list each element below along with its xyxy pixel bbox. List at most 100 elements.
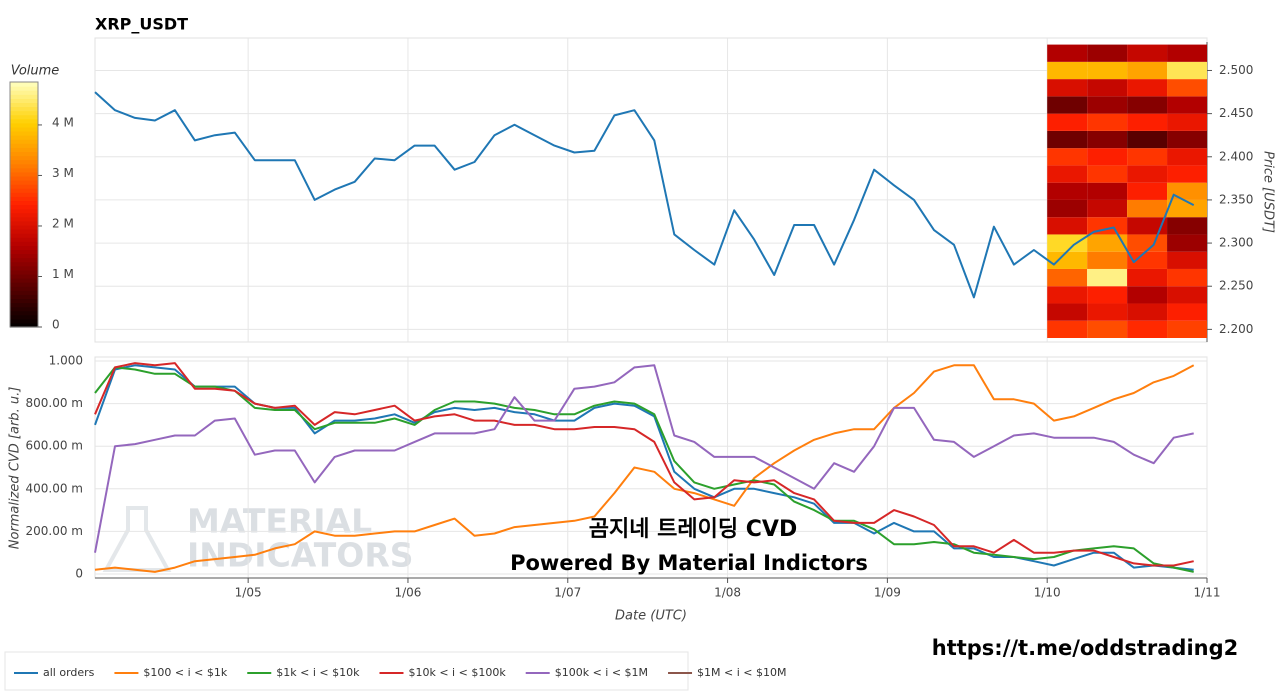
colorbar-tick-label: 2 M xyxy=(52,216,74,230)
heatmap-cell xyxy=(1087,148,1128,166)
heatmap-cell xyxy=(1047,286,1088,304)
colorbar-step xyxy=(10,269,38,275)
heatmap-cell xyxy=(1167,165,1207,183)
colorbar-step xyxy=(10,282,38,287)
y-tick-label: 1.000 xyxy=(49,354,83,368)
link-text[interactable]: https://t.me/oddstrading2 xyxy=(932,636,1239,660)
colorbar-step xyxy=(10,261,38,267)
legend-label: $10k < i < $100k xyxy=(408,666,506,679)
y-tick-label: 400.00 m xyxy=(26,481,84,495)
heatmap-cell xyxy=(1167,217,1207,235)
colorbar-step xyxy=(10,302,38,308)
y-tick-label: 800.00 m xyxy=(26,396,84,410)
colorbar-step xyxy=(10,216,38,222)
colorbar-step xyxy=(10,265,38,271)
colorbar-step xyxy=(10,257,38,263)
colorbar-step xyxy=(10,286,38,291)
colorbar-step xyxy=(10,278,38,283)
colorbar-step xyxy=(10,322,38,328)
colorbar-step xyxy=(10,233,38,238)
y-tick-label: 2.500 xyxy=(1219,63,1253,77)
heatmap-cell xyxy=(1167,303,1207,321)
heatmap-cell xyxy=(1047,268,1088,287)
heatmap-cell xyxy=(1047,303,1088,321)
x-tick-label: 1/07 xyxy=(554,586,581,600)
legend-box xyxy=(4,651,689,691)
colorbar-step xyxy=(10,200,38,206)
colorbar-step xyxy=(10,310,38,316)
heatmap-cell xyxy=(1127,251,1168,269)
heatmap-cell xyxy=(1087,320,1128,338)
colorbar-step xyxy=(10,118,38,124)
heatmap-cell xyxy=(1047,130,1088,149)
series-line xyxy=(94,362,1194,567)
heatmap-cell xyxy=(1047,320,1088,338)
colorbar-step xyxy=(10,139,38,144)
legend-label: $1k < i < $10k xyxy=(276,666,360,679)
colorbar-step xyxy=(10,237,38,242)
heatmap-cell xyxy=(1087,61,1128,80)
colorbar-step xyxy=(10,94,38,99)
colorbar-step xyxy=(10,318,38,324)
colorbar-step xyxy=(10,90,38,95)
x-tick-label: 1/05 xyxy=(235,586,262,600)
x-axis-title: Date (UTC) xyxy=(615,609,687,624)
y-tick-label: 2.250 xyxy=(1219,279,1253,293)
heatmap-cell xyxy=(1087,113,1128,131)
heatmap-cell xyxy=(1047,234,1088,252)
colorbar-step xyxy=(10,147,38,153)
colorbar-step xyxy=(10,196,38,202)
heatmap-cell xyxy=(1127,113,1168,131)
colorbar-tick-label: 0 xyxy=(52,318,60,332)
y-tick-label: 2.400 xyxy=(1219,149,1253,163)
heatmap-cell xyxy=(1167,199,1207,218)
heatmap-cell xyxy=(1087,286,1128,304)
colorbar-step xyxy=(10,249,38,255)
heatmap-cell xyxy=(1127,182,1168,200)
heatmap-cell xyxy=(1127,286,1168,304)
watermark-text: MATERIAL xyxy=(187,502,372,541)
heatmap-cell xyxy=(1127,199,1168,218)
colorbar-step xyxy=(10,220,38,226)
heatmap-cell xyxy=(1167,286,1207,304)
colorbar-step xyxy=(10,273,38,279)
heatmap-cell xyxy=(1127,61,1168,80)
y-tick-label: 0 xyxy=(75,567,83,581)
legend-label: $1M < i < $10M xyxy=(697,666,786,679)
heatmap-cell xyxy=(1127,165,1168,183)
heatmap-cell xyxy=(1087,130,1128,149)
colorbar-step xyxy=(10,126,38,132)
colorbar-step xyxy=(10,306,38,312)
heatmap-cell xyxy=(1087,199,1128,218)
colorbar-step xyxy=(10,192,38,197)
colorbar-step xyxy=(10,188,38,193)
heatmap-cell xyxy=(1047,96,1088,114)
y-axis-title: Price [USDT] xyxy=(1261,151,1276,233)
heatmap-cell xyxy=(1167,96,1207,114)
watermark: MATERIAL INDICATORS xyxy=(102,502,414,575)
heatmap-cell xyxy=(1087,182,1128,200)
heatmap-cell xyxy=(1127,303,1168,321)
colorbar-step xyxy=(10,143,38,148)
heatmap-cell xyxy=(1127,79,1168,97)
y-tick-label: 2.350 xyxy=(1219,192,1253,206)
heatmap-cell xyxy=(1047,44,1088,62)
colorbar-step xyxy=(10,180,38,185)
heatmap-cell xyxy=(1047,251,1088,269)
colorbar-tick-label: 1 M xyxy=(52,267,74,281)
colorbar-step xyxy=(10,163,38,169)
y-tick-label: 2.300 xyxy=(1219,236,1253,250)
heatmap-cell xyxy=(1047,61,1088,80)
y-tick-label: 200.00 m xyxy=(26,524,84,538)
colorbar-step xyxy=(10,314,38,320)
colorbar-tick-label: 3 M xyxy=(52,166,74,180)
heatmap-cell xyxy=(1047,217,1088,235)
legend-label: $100 < i < $1k xyxy=(143,666,227,679)
colorbar-step xyxy=(10,204,38,210)
heatmap-cell xyxy=(1167,268,1207,287)
heatmap-cell xyxy=(1127,130,1168,149)
heatmap-cell xyxy=(1047,182,1088,200)
heatmap-cell xyxy=(1127,96,1168,114)
heatmap-cell xyxy=(1167,251,1207,269)
overlay-text: Powered By Material Indictors xyxy=(510,551,868,575)
